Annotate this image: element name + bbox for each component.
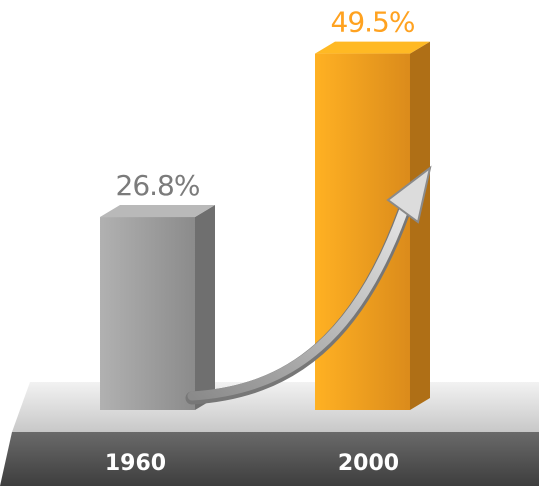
- trend-arrow: [185, 165, 432, 405]
- platform: [0, 382, 539, 486]
- arrow-head: [386, 165, 432, 224]
- bar-top: [315, 41, 430, 54]
- platform-top: [12, 382, 539, 432]
- bar-top: [100, 205, 215, 218]
- category-label: 1960: [105, 451, 166, 476]
- platform-band: [0, 432, 539, 486]
- value-label: 49.5%: [331, 6, 415, 39]
- bar-side: [195, 205, 215, 410]
- labels: 26.8% 1960 49.5% 2000: [105, 6, 416, 476]
- category-label: 2000: [338, 451, 399, 476]
- bar-side: [410, 41, 430, 410]
- bar: [100, 217, 195, 410]
- value-label: 26.8%: [116, 169, 200, 202]
- arrow-shaft: [187, 193, 413, 401]
- bars: [100, 41, 430, 410]
